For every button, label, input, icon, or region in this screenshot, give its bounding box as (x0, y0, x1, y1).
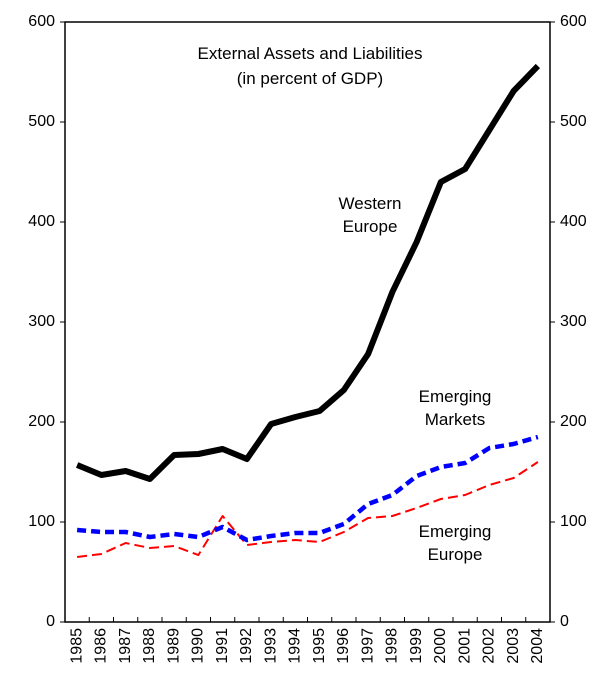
series-label: Emerging Markets (418, 387, 492, 429)
y2-tick-label: 100 (560, 513, 587, 530)
x-tick-label: 2002 (481, 628, 498, 664)
y2-tick-label: 300 (560, 313, 587, 330)
x-tick-label: 1993 (262, 628, 279, 664)
series-label: Emerging Europe (418, 522, 492, 564)
x-tick-label: 2001 (456, 628, 473, 664)
x-tick-label: 1986 (93, 628, 110, 664)
y-tick-label: 100 (28, 513, 55, 530)
line-series (76, 434, 539, 543)
x-tick-label: 1997 (359, 628, 376, 664)
x-tick-label: 1987 (117, 628, 134, 664)
chart-subtitle: (in percent of GDP) (236, 69, 384, 88)
y-tick-label: 0 (46, 613, 55, 630)
x-tick-label: 2004 (529, 628, 546, 664)
x-tick-label: 1985 (68, 628, 85, 664)
x-tick-label: 1989 (165, 628, 182, 664)
y2-tick-label: 500 (560, 113, 587, 130)
series-label: Western Europe (338, 194, 402, 236)
y2-tick-label: 600 (560, 13, 587, 30)
x-tick-label: 1992 (238, 628, 255, 664)
y-tick-label: 300 (28, 313, 55, 330)
x-tick-label: 1995 (311, 628, 328, 664)
chart-title: External Assets and Liabilities (197, 44, 423, 63)
x-tick-label: 1994 (287, 628, 304, 664)
line-series (77, 461, 539, 558)
y-tick-label: 500 (28, 113, 55, 130)
y-tick-label: 200 (28, 413, 55, 430)
x-tick-label: 1991 (214, 628, 231, 664)
x-tick-label: 1988 (141, 628, 158, 664)
y-tick-label: 400 (28, 213, 55, 230)
x-tick-label: 1996 (335, 628, 352, 664)
x-tick-label: 2000 (432, 628, 449, 664)
y2-tick-label: 0 (560, 613, 569, 630)
x-tick-label: 2003 (505, 628, 522, 664)
x-tick-label: 1990 (190, 628, 207, 664)
y2-tick-label: 400 (560, 213, 587, 230)
y-tick-label: 600 (28, 13, 55, 30)
y2-tick-label: 200 (560, 413, 587, 430)
line-series (75, 63, 541, 482)
x-tick-label: 1998 (384, 628, 401, 664)
x-tick-label: 1999 (408, 628, 425, 664)
